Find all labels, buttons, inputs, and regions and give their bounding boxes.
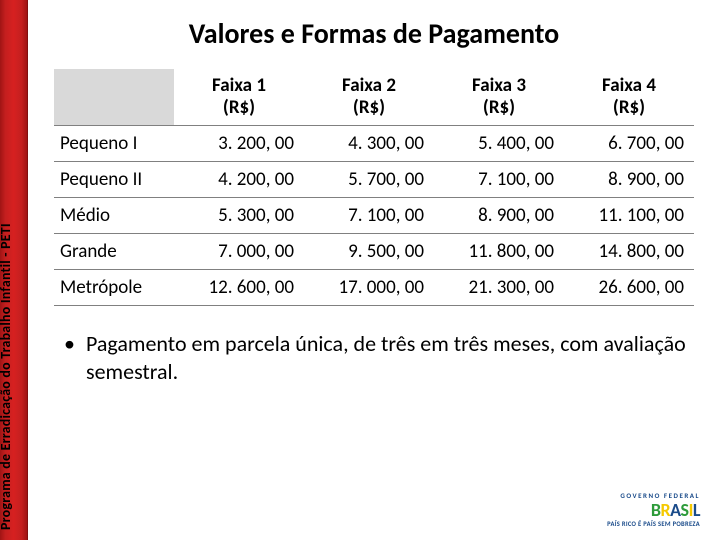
row-label: Pequeno I	[54, 125, 174, 161]
cell: 21. 300, 00	[434, 269, 564, 305]
brasil-logo: GOVERNO FEDERAL BRASIL PAÍS RICO É PAÍS …	[607, 491, 700, 528]
cell: 4. 300, 00	[304, 125, 434, 161]
cell: 5. 700, 00	[304, 161, 434, 197]
cell: 7. 100, 00	[434, 161, 564, 197]
page-title: Valores e Formas de Pagamento	[52, 16, 696, 51]
table-header-row: Faixa 1 (R$) Faixa 2 (R$) Faixa 3 (R$) F…	[54, 69, 694, 125]
table-col-header: Faixa 4 (R$)	[564, 69, 694, 125]
cell: 11. 100, 00	[564, 197, 694, 233]
cell: 7. 100, 00	[304, 197, 434, 233]
table-row: Metrópole 12. 600, 00 17. 000, 00 21. 30…	[54, 269, 694, 305]
table-row: Grande 7. 000, 00 9. 500, 00 11. 800, 00…	[54, 233, 694, 269]
table-row: Pequeno I 3. 200, 00 4. 300, 00 5. 400, …	[54, 125, 694, 161]
cell: 14. 800, 00	[564, 233, 694, 269]
table-row: Pequeno II 4. 200, 00 5. 700, 00 7. 100,…	[54, 161, 694, 197]
cell: 5. 400, 00	[434, 125, 564, 161]
cell: 17. 000, 00	[304, 269, 434, 305]
cell: 5. 300, 00	[174, 197, 304, 233]
cell: 11. 800, 00	[434, 233, 564, 269]
table-row: Médio 5. 300, 00 7. 100, 00 8. 900, 00 1…	[54, 197, 694, 233]
cell: 4. 200, 00	[174, 161, 304, 197]
payment-table: Faixa 1 (R$) Faixa 2 (R$) Faixa 3 (R$) F…	[54, 69, 694, 306]
cell: 3. 200, 00	[174, 125, 304, 161]
cell: 26. 600, 00	[564, 269, 694, 305]
table-col-header: Faixa 3 (R$)	[434, 69, 564, 125]
logo-tagline: PAÍS RICO É PAÍS SEM POBREZA	[607, 520, 700, 528]
table-body: Pequeno I 3. 200, 00 4. 300, 00 5. 400, …	[54, 125, 694, 305]
cell: 9. 500, 00	[304, 233, 434, 269]
logo-brasil-word: BRASIL	[607, 501, 700, 519]
cell: 7. 000, 00	[174, 233, 304, 269]
row-label: Médio	[54, 197, 174, 233]
sidebar-stripe: Programa de Erradicação do Trabalho Infa…	[0, 0, 28, 540]
cell: 8. 900, 00	[434, 197, 564, 233]
sidebar-label: Programa de Erradicação do Trabalho Infa…	[0, 223, 14, 530]
row-label: Grande	[54, 233, 174, 269]
table-col-header: Faixa 1 (R$)	[174, 69, 304, 125]
cell: 12. 600, 00	[174, 269, 304, 305]
row-label: Pequeno II	[54, 161, 174, 197]
cell: 6. 700, 00	[564, 125, 694, 161]
table-header-blank	[54, 69, 174, 125]
bullet-point: Pagamento em parcela única, de três em t…	[52, 330, 696, 387]
table-col-header: Faixa 2 (R$)	[304, 69, 434, 125]
row-label: Metrópole	[54, 269, 174, 305]
cell: 8. 900, 00	[564, 161, 694, 197]
main-content: Valores e Formas de Pagamento Faixa 1 (R…	[28, 0, 720, 540]
